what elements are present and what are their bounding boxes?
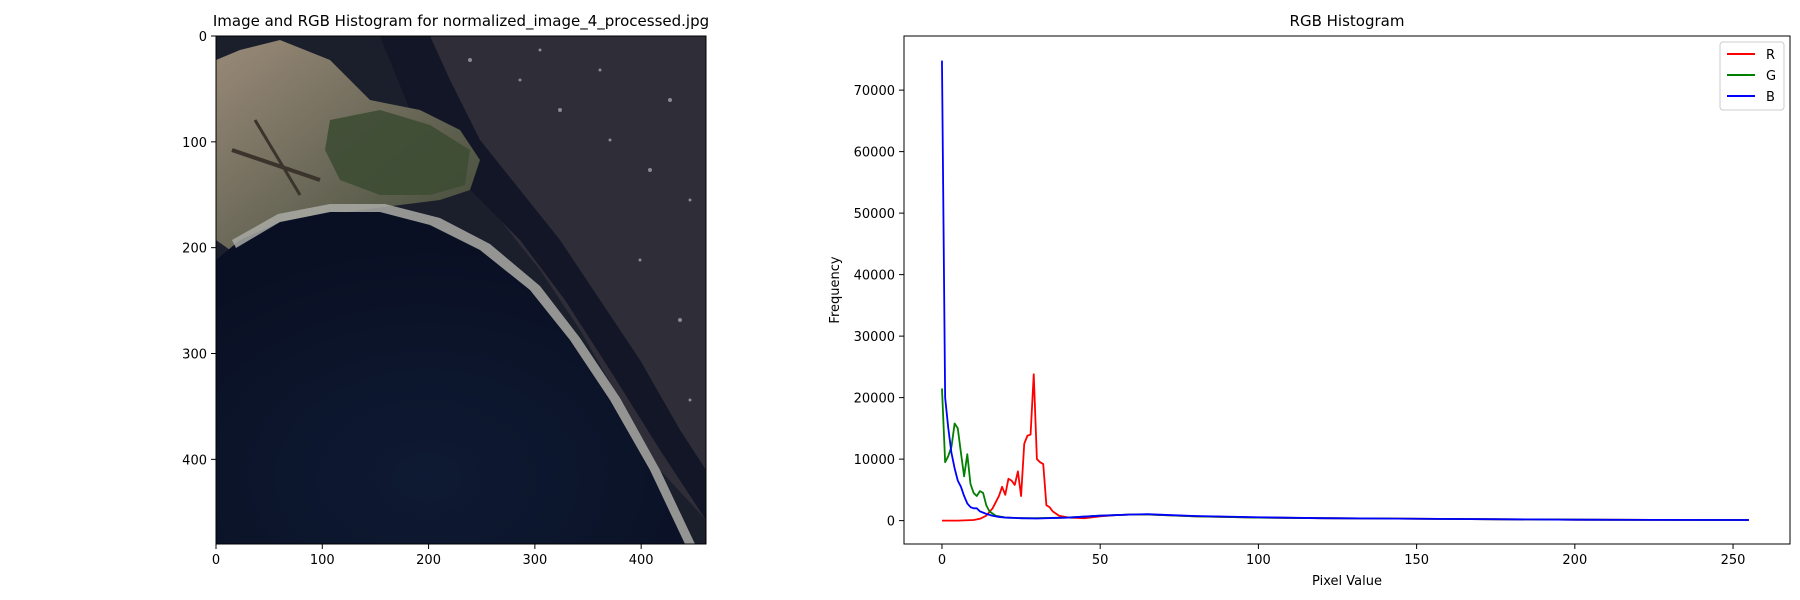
hist-y-tick-label: 30000 [854,330,895,345]
legend-label-r: R [1766,48,1775,63]
image-x-ticks: 0 100 200 300 400 [212,544,654,568]
image-frame [215,35,707,545]
image-y-tick-label: 0 [199,30,207,45]
image-x-tick-label: 300 [522,553,547,568]
image-y-tick-label: 300 [182,348,207,363]
histogram-x-ticks: 0 50 100 150 200 250 [938,544,1746,568]
hist-x-tick-label: 0 [938,553,946,568]
hist-x-tick-label: 50 [1092,553,1109,568]
image-x-tick-label: 100 [310,553,335,568]
image-y-tick-label: 100 [182,136,207,151]
histogram-title: RGB Histogram [1290,12,1405,30]
x-axis-label: Pixel Value [1312,574,1382,589]
satellite-image [216,36,706,544]
image-y-ticks: 0 100 200 300 400 [182,30,216,468]
hist-y-tick-label: 70000 [854,84,895,99]
hist-x-tick-label: 200 [1562,553,1587,568]
hist-y-tick-label: 50000 [854,207,895,222]
hist-x-tick-label: 150 [1404,553,1429,568]
histogram-frame [903,35,1791,545]
hist-x-tick-label: 100 [1246,553,1271,568]
image-x-tick-label: 0 [212,553,220,568]
legend-label-g: G [1766,69,1776,84]
histogram-y-ticks: 0 10000 20000 30000 40000 50000 60000 70000 [854,84,904,530]
image-x-tick-label: 400 [629,553,654,568]
series-line-b [941,60,1749,521]
hist-y-tick-label: 0 [887,515,895,530]
histogram-plot-area [904,36,1790,544]
image-y-tick-label: 400 [182,453,207,468]
legend: RGB [1719,41,1785,111]
hist-y-tick-label: 60000 [854,146,895,161]
y-axis-label: Frequency [828,256,843,323]
hist-x-tick-label: 250 [1721,553,1746,568]
hist-y-tick-label: 20000 [854,392,895,407]
image-x-tick-label: 200 [416,553,441,568]
image-panel-title: Image and RGB Histogram for normalized_i… [213,12,709,31]
histogram-series [941,60,1749,522]
image-y-tick-label: 200 [182,242,207,257]
legend-label-b: B [1766,90,1775,105]
hist-y-tick-label: 40000 [854,269,895,284]
hist-y-tick-label: 10000 [854,453,895,468]
